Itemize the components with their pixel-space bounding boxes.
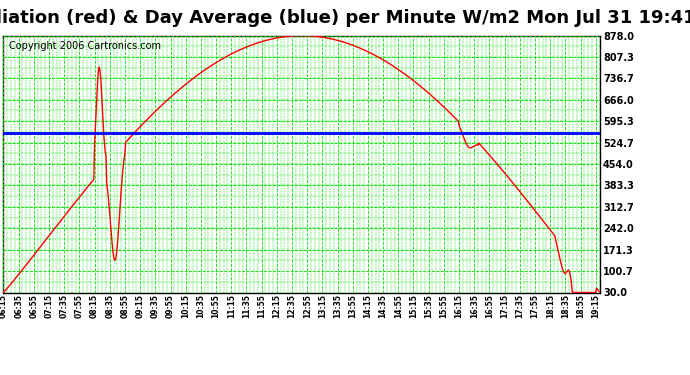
Text: Solar Radiation (red) & Day Average (blue) per Minute W/m2 Mon Jul 31 19:41: Solar Radiation (red) & Day Average (blu… bbox=[0, 9, 690, 27]
Text: Copyright 2006 Cartronics.com: Copyright 2006 Cartronics.com bbox=[10, 41, 161, 51]
